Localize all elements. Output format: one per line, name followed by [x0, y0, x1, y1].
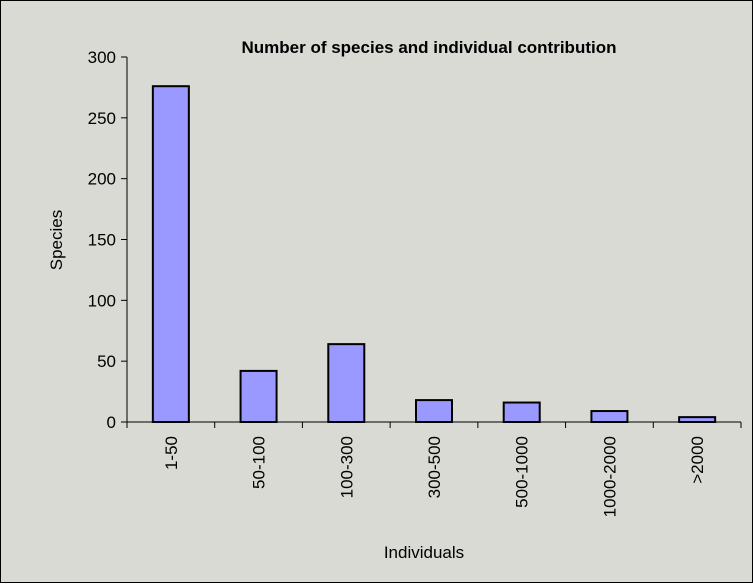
bar-group [151, 85, 717, 424]
x-tick-label: 50-100 [250, 436, 269, 489]
bar [239, 369, 278, 423]
bar [415, 399, 453, 424]
x-tick-label: 300-500 [425, 436, 444, 498]
y-tick-label: 150 [88, 231, 116, 250]
y-axis-title: Species [47, 210, 66, 270]
y-tick-group: 0 50 100 150 200 250 300 [88, 48, 127, 432]
x-tick-label: >2000 [688, 436, 707, 484]
y-tick-label: 0 [107, 413, 116, 432]
y-tick-label: 200 [88, 170, 116, 189]
x-axis-title: Individuals [384, 543, 464, 562]
bar [502, 401, 541, 423]
x-tick-label: 500-1000 [513, 436, 532, 508]
chart-title: Number of species and individual contrib… [242, 38, 617, 57]
y-tick-label: 100 [88, 291, 116, 310]
x-tick-group: 1-50 50-100 100-300 300-500 500-1000 1000-200… [126, 422, 742, 517]
x-tick-label: 1000-2000 [600, 436, 619, 517]
y-tick-label: 300 [88, 48, 116, 67]
bar [678, 416, 717, 423]
x-tick-label: 100-300 [337, 436, 356, 498]
x-tick-label: 1-50 [162, 436, 181, 470]
bar [151, 85, 190, 423]
bar [590, 410, 629, 423]
bar [327, 343, 366, 423]
y-tick-label: 250 [88, 109, 116, 128]
y-tick-label: 50 [97, 352, 116, 371]
